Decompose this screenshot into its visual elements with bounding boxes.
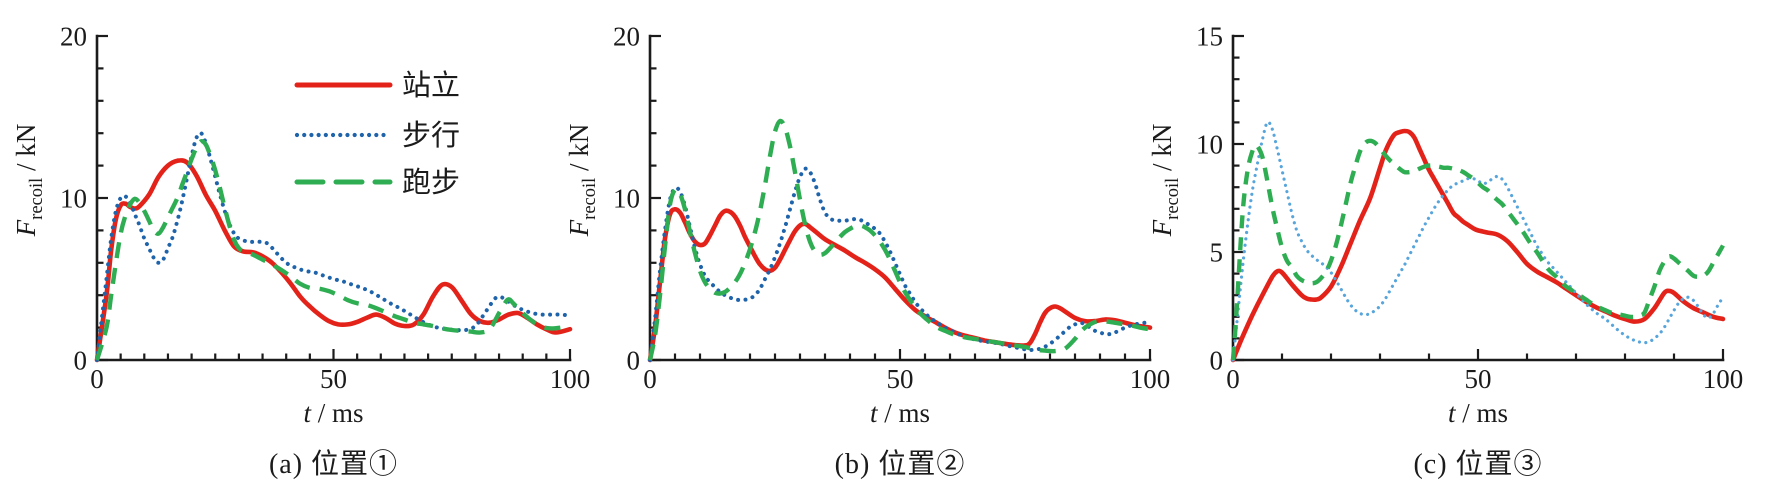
chart-b-caption: (b) 位置② [834, 449, 966, 480]
chart-b-xtick-50: 50 [887, 364, 914, 394]
chart-a-ytick-0: 0 [74, 346, 88, 376]
chart-a-series-walking-line [95, 131, 572, 362]
chart-b-axes [648, 34, 1152, 362]
chart-a-ytick-20: 20 [60, 22, 87, 52]
chart-c-series-running-line [1230, 138, 1725, 361]
chart-a-ticks [95, 34, 572, 362]
legend-standing-label: 站立 [402, 69, 460, 102]
chart-b-ytick-20: 20 [613, 22, 640, 52]
chart-c-ytick-0: 0 [1210, 346, 1224, 376]
legend-item-standing: 站立 [294, 69, 460, 102]
chart-a-xtick-0: 0 [90, 364, 104, 394]
chart-a-caption: (a) 位置① [268, 449, 399, 480]
chart-c-ytick-10: 10 [1196, 130, 1223, 160]
chart-b-ytick-0: 0 [627, 346, 641, 376]
chart-c-ytick-5: 5 [1210, 238, 1224, 268]
chart-a: 0 50 100 0 10 20 t / ms Frecoil / kN [11, 22, 590, 429]
chart-b-series-running-line [647, 118, 1151, 361]
legend-item-running: 跑步 [294, 166, 460, 199]
legend-walking-label: 步行 [402, 119, 460, 152]
chart-c-xtick-50: 50 [1465, 364, 1492, 394]
chart-b-xtick-0: 0 [643, 364, 657, 394]
chart-a-series-standing-line [94, 158, 573, 363]
chart-a-ylabel: Frecoil / kN [11, 124, 47, 238]
chart-c: 0 50 100 0 5 10 15 t / ms Frecoil / kN [1147, 22, 1743, 429]
chart-c-xlabel: t / ms [1448, 398, 1508, 428]
chart-a-xlabel: t / ms [303, 398, 363, 428]
chart-a-ytick-10: 10 [60, 184, 87, 214]
chart-b-xtick-100: 100 [1130, 364, 1171, 394]
chart-c-xtick-0: 0 [1226, 364, 1240, 394]
chart-b-series-standing-line [647, 206, 1153, 363]
chart-c-xtick-100: 100 [1703, 364, 1744, 394]
chart-b-ticks [648, 34, 1152, 362]
chart-b-ylabel: Frecoil / kN [564, 124, 600, 238]
chart-c-caption: (c) 位置③ [1413, 449, 1543, 480]
chart-a-xtick-50: 50 [320, 364, 347, 394]
chart-a-xtick-100: 100 [550, 364, 591, 394]
chart-b-ytick-10: 10 [613, 184, 640, 214]
legend-item-walking: 步行 [294, 119, 460, 152]
chart-c-ylabel: Frecoil / kN [1147, 124, 1183, 238]
chart-c-ytick-15: 15 [1196, 22, 1223, 52]
chart-b-xlabel: t / ms [870, 398, 930, 428]
chart-b-series-walking-line [648, 166, 1152, 362]
legend-running-label: 跑步 [402, 166, 460, 199]
chart-c-series-walking-line [1231, 120, 1725, 362]
chart-a-series-running-line [94, 139, 571, 361]
chart-b: 0 50 100 0 10 20 t / ms Frecoil / kN [564, 22, 1170, 429]
chart-c-series-standing-line [1230, 128, 1726, 363]
